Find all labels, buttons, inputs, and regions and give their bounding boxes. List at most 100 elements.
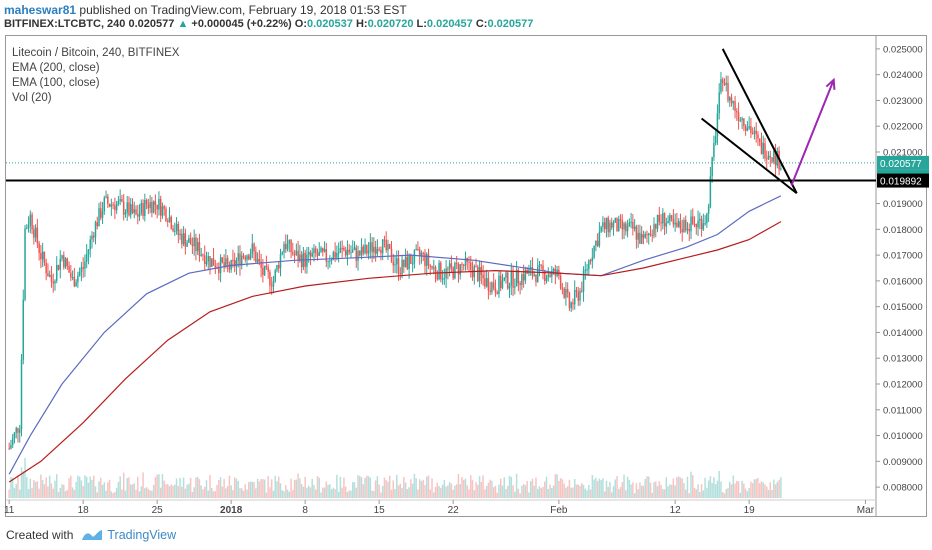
volume-bar (240, 488, 243, 498)
candle-body (625, 223, 627, 232)
candle-body (607, 217, 609, 233)
candle-body (498, 275, 500, 295)
candle-body (438, 262, 440, 280)
x-tick-label: 25 (152, 505, 164, 516)
candle-body (31, 214, 33, 230)
volume-bar (447, 485, 449, 498)
candle-body (96, 222, 99, 227)
candle-body (359, 250, 361, 256)
volume-bar (524, 485, 527, 498)
candle-body (586, 269, 588, 271)
volume-bar (316, 476, 319, 498)
volume-bar (633, 493, 636, 498)
volume-bar (322, 487, 324, 498)
volume-bar (380, 492, 382, 498)
candle-body (653, 224, 655, 236)
candle-body (508, 285, 511, 289)
volume-bar (623, 474, 625, 498)
volume-bar (565, 487, 567, 498)
candle-body (748, 126, 750, 129)
candle-body (367, 250, 370, 254)
candle-body (307, 252, 310, 255)
volume-bar (737, 481, 740, 498)
candle-body (602, 222, 604, 227)
candle-body (226, 258, 229, 265)
volume-bar (359, 475, 361, 498)
candle-body (133, 209, 136, 213)
candle-body (184, 233, 187, 247)
volume-bar (267, 475, 269, 498)
candle-body (410, 255, 412, 264)
candle-body (577, 291, 579, 301)
candle-body (610, 222, 613, 228)
volume-bar (748, 488, 750, 498)
volume-bar (436, 482, 439, 498)
tradingview-link[interactable]: TradingView (107, 528, 177, 542)
projection-arrow-line (790, 79, 835, 186)
volume-bar (494, 485, 497, 498)
candle-body (399, 273, 402, 275)
candle-body (383, 239, 386, 241)
volume-bar (764, 484, 766, 498)
candle-body (545, 277, 548, 281)
volume-bar (174, 484, 176, 498)
candle-body (471, 269, 474, 278)
candle-body (337, 252, 340, 254)
candle-body (11, 438, 14, 446)
volume-bar (739, 492, 742, 498)
volume-bar (233, 477, 236, 498)
candle-body (165, 208, 167, 221)
y-tick-label: 0.021000 (883, 148, 923, 159)
volume-bar (394, 488, 396, 498)
candle-body (244, 256, 247, 260)
candle-body (209, 256, 211, 267)
candle-body (753, 130, 756, 134)
volume-bar (468, 489, 470, 498)
candle-body (757, 134, 759, 139)
candle-body (374, 246, 377, 254)
candle-body (581, 290, 583, 292)
volume-bar (68, 478, 70, 498)
volume-bar (94, 486, 97, 498)
candle-body (494, 288, 497, 293)
candle-body (211, 258, 213, 267)
candle-body (773, 150, 775, 162)
candle-body (36, 227, 39, 244)
volume-bar (725, 489, 727, 498)
volume-bar (108, 479, 111, 498)
candle-body (565, 289, 567, 298)
candle-body (336, 252, 338, 258)
candle-body (100, 208, 102, 218)
author-link[interactable]: maheswar81 (4, 3, 77, 17)
volume-bar (780, 477, 782, 498)
candle-body (225, 258, 227, 267)
volume-bar (609, 481, 611, 498)
volume-bar (286, 489, 289, 498)
volume-bar (200, 485, 202, 498)
volume-bar (195, 477, 197, 498)
volume-bar (135, 489, 137, 498)
candle-body (492, 282, 495, 289)
volume-bar (482, 475, 484, 498)
volume-bar (31, 487, 33, 498)
candle-body (573, 290, 576, 305)
volume-bar (420, 481, 423, 498)
volume-bar (175, 478, 178, 498)
candle-body (658, 214, 661, 222)
volume-bar (15, 483, 17, 498)
volume-bar (514, 491, 516, 498)
volume-bar (212, 491, 215, 498)
candle-body (288, 240, 291, 244)
candle-body (743, 118, 745, 127)
volume-bar (610, 492, 613, 498)
volume-bar (769, 482, 772, 498)
volume-bar (552, 485, 555, 498)
candle-body (454, 262, 456, 279)
candle-body (122, 201, 125, 215)
volume-bar (709, 476, 712, 498)
last-price-label: 0.020577 (880, 159, 922, 170)
volume-bar (274, 475, 276, 498)
candle-body (179, 233, 181, 236)
candle-body (154, 201, 157, 205)
